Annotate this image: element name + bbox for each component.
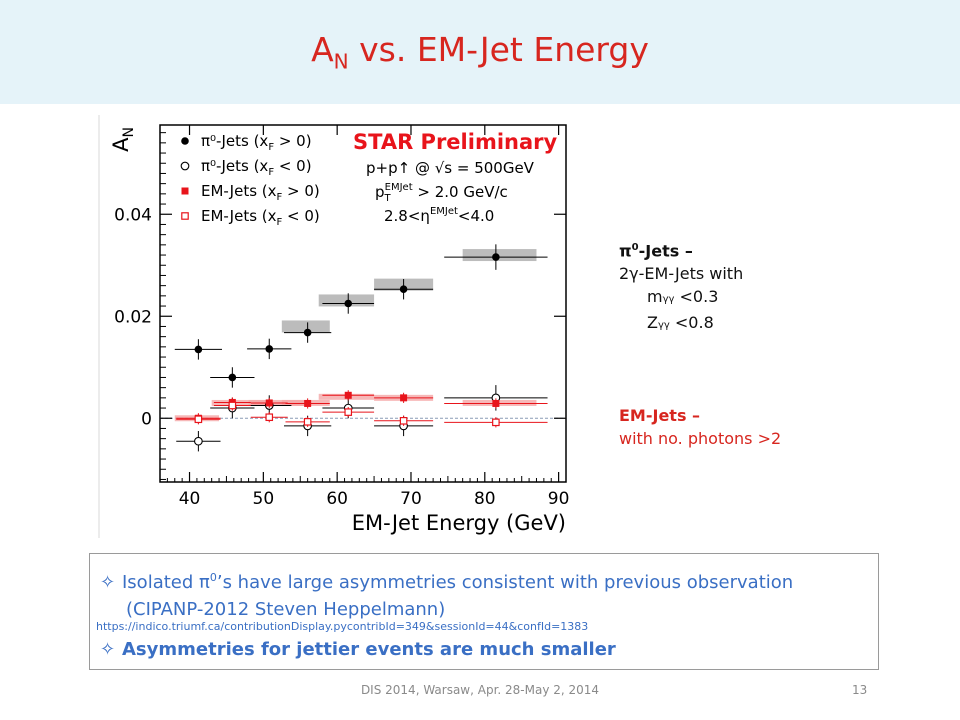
data-point <box>247 338 292 360</box>
data-point <box>213 400 251 411</box>
legend-marker-filled-square <box>181 187 189 195</box>
title-bar <box>0 0 960 104</box>
data-point <box>322 407 375 418</box>
em-jets-definition: EM-Jets – with no. photons >2 <box>619 404 781 450</box>
marker-open-square <box>344 408 353 416</box>
summary-bullet-1: ✧ Isolated π0’s have large asymmetries co… <box>100 564 793 623</box>
em-jets-heading: EM-Jets – <box>619 406 701 425</box>
marker-filled-circle <box>399 285 408 294</box>
data-point <box>210 367 255 388</box>
marker-filled-circle <box>303 328 312 337</box>
data-point <box>374 279 434 300</box>
summary-bullet-2: ✧ Asymmetries for jettier events are much… <box>100 639 616 660</box>
marker-filled-circle <box>228 373 237 382</box>
pi0-jets-line2: 2γ-EM-Jets with <box>619 264 744 284</box>
info-collision: p+p↑ @ √s = 500GeV <box>366 159 535 177</box>
marker-filled-circle <box>265 345 274 353</box>
pi0-jets-heading: π0-Jets – <box>619 241 693 261</box>
marker-filled-square <box>344 391 352 399</box>
x-tick-label: 60 <box>326 489 348 509</box>
em-jets-line2: with no. photons >2 <box>619 429 782 448</box>
x-tick-label: 80 <box>474 489 496 509</box>
data-point <box>444 417 548 428</box>
data-point <box>444 398 548 409</box>
chart-svg: 40 50 60 70 80 90 0 0.02 0.04 EM-Jet Energy (GeV)… <box>98 115 570 538</box>
marker-open-square <box>399 417 408 425</box>
slide-title: AN vs. EM-Jet Energy <box>311 30 649 74</box>
plot-frame <box>159 124 567 483</box>
footer-text: DIS 2014, Warsaw, Apr. 28-May 2, 2014 <box>360 683 600 697</box>
systematic-box <box>281 320 330 333</box>
marker-open-square <box>492 418 500 427</box>
data-point <box>176 414 221 425</box>
data-point <box>285 398 330 409</box>
pi0-jets-mass-cut: mγγ <0.3 <box>647 287 719 307</box>
x-axis-label: EM-Jet Energy (GeV) <box>352 511 566 535</box>
data-point <box>374 415 434 426</box>
marker-filled-circle <box>344 299 353 308</box>
x-tick-label: 50 <box>253 489 275 509</box>
data-point <box>322 390 375 401</box>
star-bullet-icon: ✧ <box>100 572 116 593</box>
marker-filled-square <box>304 399 312 407</box>
legend-marker-filled-circle <box>181 137 189 145</box>
y-tick-label: 0.04 <box>114 205 152 225</box>
marker-open-circle <box>194 436 203 446</box>
data-point <box>322 293 375 314</box>
data-point <box>176 431 221 452</box>
data-point <box>250 397 288 409</box>
marker-open-square <box>194 415 203 424</box>
star-preliminary-stamp: STAR Preliminary <box>353 130 557 154</box>
x-tick-label: 90 <box>548 489 570 509</box>
marker-filled-circle <box>194 345 203 354</box>
asymmetry-chart: 40 50 60 70 80 90 0 0.02 0.04 EM-Jet Energy (GeV)… <box>98 110 578 540</box>
legend-marker-open-circle <box>180 161 190 171</box>
summary-box: ✧ Isolated π0’s have large asymmetries co… <box>89 553 879 670</box>
legend-marker-open-square <box>181 212 189 220</box>
pi0-jets-z-cut: Zγγ <0.8 <box>647 313 714 333</box>
legend-label: EM-Jets (xF < 0) <box>201 207 320 228</box>
marker-filled-square <box>492 399 500 407</box>
info-pt-cut: pTEMJet > 2.0 GeV/c <box>375 182 508 204</box>
marker-open-square <box>265 413 274 422</box>
y-tick-label: 0.02 <box>114 307 152 327</box>
data-point <box>374 392 434 403</box>
page-number: 13 <box>852 683 868 697</box>
data-point <box>174 339 223 360</box>
reference-link[interactable]: https://indico.triumf.ca/contributionDis… <box>96 620 589 633</box>
y-axis-label: AN <box>109 127 137 152</box>
marker-filled-circle <box>492 253 500 261</box>
marker-open-square <box>303 418 312 426</box>
data-point <box>444 244 548 270</box>
data-point <box>284 322 332 343</box>
systematic-box <box>211 399 271 406</box>
marker-open-square <box>228 401 237 410</box>
systematic-box <box>462 249 537 262</box>
x-tick-label: 40 <box>179 489 201 509</box>
data-point <box>250 412 288 423</box>
marker-filled-square <box>400 394 408 402</box>
marker-filled-square <box>265 399 273 407</box>
y-tick-label: 0 <box>141 409 152 429</box>
systematic-box <box>462 399 537 406</box>
legend-label: EM-Jets (xF > 0) <box>201 182 320 203</box>
star-bullet-icon: ✧ <box>100 639 116 660</box>
info-eta-cut: 2.8<ηEMJet<4.0 <box>384 206 494 225</box>
legend-label: π⁰-Jets (xF < 0) <box>201 157 312 178</box>
data-point <box>285 416 330 427</box>
legend-label: π⁰-Jets (xF > 0) <box>201 132 312 153</box>
x-tick-label: 70 <box>400 489 422 509</box>
pi0-jets-definition: π0-Jets – 2γ-EM-Jets with mγγ <0.3 Zγγ <… <box>619 236 743 337</box>
summary-bullet-1-ref: (CIPANP-2012 Steven Heppelmann) <box>126 599 446 620</box>
